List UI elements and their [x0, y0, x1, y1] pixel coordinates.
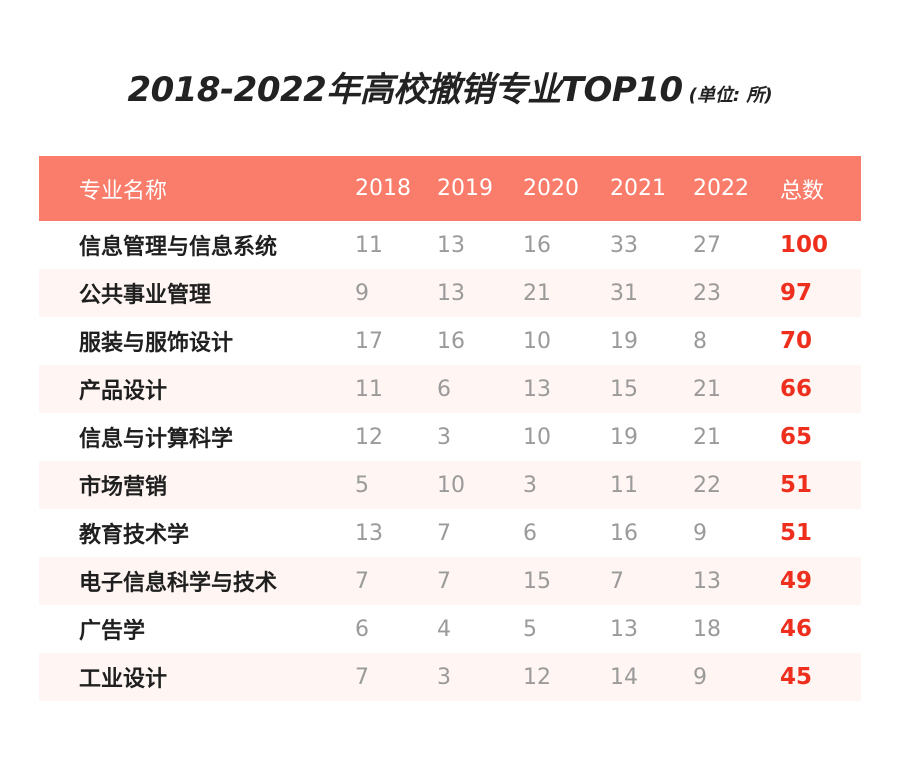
year-value-2020: 15	[523, 568, 551, 594]
year-value-2020: 13	[523, 376, 551, 402]
header-year-2020: 2020	[523, 176, 579, 201]
year-value-2020: 10	[523, 424, 551, 450]
table-row: 广告学 6 4 5 13 18 46	[39, 605, 861, 653]
table-row: 工业设计 7 3 12 14 9 45	[39, 653, 861, 701]
total-value: 46	[780, 616, 813, 642]
year-value-2020: 16	[523, 232, 551, 258]
major-name: 公共事业管理	[79, 283, 212, 308]
year-value-2021: 15	[610, 376, 638, 402]
total-value: 97	[780, 280, 813, 306]
table-row: 电子信息科学与技术 7 7 15 7 13 49	[39, 557, 861, 605]
year-value-2018: 9	[355, 280, 369, 306]
year-value-2020: 10	[523, 328, 551, 354]
major-name: 广告学	[79, 619, 146, 644]
year-value-2019: 7	[437, 568, 451, 594]
year-value-2018: 13	[355, 520, 383, 546]
header-year-2022: 2022	[693, 176, 749, 201]
year-value-2021: 19	[610, 424, 638, 450]
year-value-2019: 16	[437, 328, 465, 354]
year-value-2020: 5	[523, 616, 537, 642]
year-value-2022: 22	[693, 472, 721, 498]
table-row: 信息管理与信息系统 11 13 16 33 27 100	[39, 221, 861, 269]
total-value: 70	[780, 328, 813, 354]
year-value-2022: 18	[693, 616, 721, 642]
year-value-2018: 7	[355, 568, 369, 594]
year-value-2018: 12	[355, 424, 383, 450]
title-unit: (单位: 所)	[688, 85, 773, 106]
table-row: 信息与计算科学 12 3 10 19 21 65	[39, 413, 861, 461]
year-value-2021: 14	[610, 664, 638, 690]
year-value-2019: 3	[437, 424, 451, 450]
year-value-2018: 6	[355, 616, 369, 642]
table-row: 市场营销 5 10 3 11 22 51	[39, 461, 861, 509]
major-name: 服装与服饰设计	[79, 331, 234, 356]
year-value-2022: 21	[693, 376, 721, 402]
table-row: 教育技术学 13 7 6 16 9 51	[39, 509, 861, 557]
table-row: 服装与服饰设计 17 16 10 19 8 70	[39, 317, 861, 365]
year-value-2018: 11	[355, 376, 383, 402]
major-name: 信息与计算科学	[79, 427, 234, 452]
year-value-2019: 13	[437, 280, 465, 306]
year-value-2021: 31	[610, 280, 638, 306]
year-value-2021: 33	[610, 232, 638, 258]
header-total: 总数	[780, 178, 825, 204]
year-value-2021: 19	[610, 328, 638, 354]
year-value-2019: 4	[437, 616, 451, 642]
year-value-2022: 9	[693, 520, 707, 546]
year-value-2021: 7	[610, 568, 624, 594]
major-name: 工业设计	[79, 667, 168, 692]
year-value-2020: 6	[523, 520, 537, 546]
year-value-2022: 23	[693, 280, 721, 306]
year-value-2018: 7	[355, 664, 369, 690]
major-name: 电子信息科学与技术	[79, 571, 278, 596]
header-year-2018: 2018	[355, 176, 411, 201]
year-value-2022: 27	[693, 232, 721, 258]
total-value: 45	[780, 664, 813, 690]
total-value: 51	[780, 472, 813, 498]
major-name: 市场营销	[79, 475, 168, 500]
major-name: 信息管理与信息系统	[79, 235, 278, 260]
year-value-2021: 16	[610, 520, 638, 546]
header-year-2019: 2019	[437, 176, 493, 201]
year-value-2018: 11	[355, 232, 383, 258]
year-value-2021: 13	[610, 616, 638, 642]
year-value-2018: 5	[355, 472, 369, 498]
table-body: 信息管理与信息系统 11 13 16 33 27 100 公共事业管理 9 13 21 31 23 97 服…	[39, 221, 861, 701]
year-value-2020: 3	[523, 472, 537, 498]
major-name: 教育技术学	[79, 523, 190, 548]
total-value: 65	[780, 424, 813, 450]
total-value: 49	[780, 568, 813, 594]
chart-title: 2018-2022年高校撤销专业TOP10 (单位: 所)	[0, 62, 900, 111]
year-value-2019: 10	[437, 472, 465, 498]
total-value: 100	[780, 232, 829, 258]
year-value-2019: 13	[437, 232, 465, 258]
year-value-2020: 12	[523, 664, 551, 690]
year-value-2022: 13	[693, 568, 721, 594]
year-value-2018: 17	[355, 328, 383, 354]
year-value-2020: 21	[523, 280, 551, 306]
title-main: 2018-2022年高校撤销专业TOP10	[127, 70, 683, 110]
table-header: 专业名称 2018 2019 2020 2021 2022 总数	[39, 156, 861, 221]
year-value-2022: 8	[693, 328, 707, 354]
total-value: 66	[780, 376, 813, 402]
year-value-2022: 9	[693, 664, 707, 690]
data-table: 专业名称 2018 2019 2020 2021 2022 总数 信息管理与信息…	[39, 156, 861, 701]
year-value-2019: 6	[437, 376, 451, 402]
year-value-2019: 3	[437, 664, 451, 690]
header-major: 专业名称	[79, 178, 168, 204]
year-value-2019: 7	[437, 520, 451, 546]
header-year-2021: 2021	[610, 176, 666, 201]
table-row: 产品设计 11 6 13 15 21 66	[39, 365, 861, 413]
major-name: 产品设计	[79, 379, 168, 404]
table-row: 公共事业管理 9 13 21 31 23 97	[39, 269, 861, 317]
total-value: 51	[780, 520, 813, 546]
year-value-2021: 11	[610, 472, 638, 498]
year-value-2022: 21	[693, 424, 721, 450]
